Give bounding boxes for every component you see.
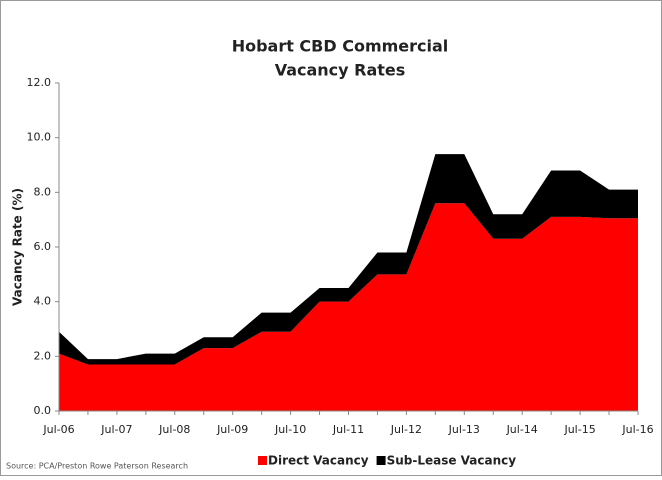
x-tick-label: Jul-07 (100, 423, 132, 436)
x-tick-label: Jul-16 (621, 423, 653, 436)
y-tick-label: 4.0 (34, 295, 52, 308)
x-tick-label: Jul-06 (42, 423, 74, 436)
y-tick-label: 2.0 (34, 349, 52, 362)
y-tick-label: 0.0 (34, 404, 52, 417)
area (59, 154, 638, 365)
source: Source: PCA/Preston Rowe Paterson Resear… (6, 462, 188, 471)
legend-swatch (258, 456, 267, 465)
x-tick-label: Jul-09 (216, 423, 248, 436)
x-tick-label: Jul-15 (563, 423, 595, 436)
x-tick-label: Jul-11 (332, 423, 364, 436)
area (59, 203, 638, 411)
y-axis-label: Vacancy Rate (%) (11, 188, 25, 306)
legend-label: Direct Vacancy (268, 454, 369, 468)
legend-swatch (376, 456, 386, 465)
x-tick-label: Jul-13 (448, 423, 480, 436)
legend-label: Sub-Lease Vacancy (387, 454, 517, 468)
chart-title: Hobart CBD Commercial (232, 37, 449, 56)
y-tick-label: 6.0 (34, 240, 52, 253)
x-tick-label: Jul-12 (390, 423, 422, 436)
y-tick-label: 10.0 (27, 131, 52, 144)
y-tick-label: 12.0 (27, 76, 52, 89)
chart-title: Vacancy Rates (275, 61, 406, 80)
x-tick-label: Jul-08 (158, 423, 190, 436)
x-tick-label: Jul-10 (274, 423, 306, 436)
x-tick-label: Jul-14 (506, 423, 538, 436)
y-tick-label: 8.0 (34, 185, 52, 198)
